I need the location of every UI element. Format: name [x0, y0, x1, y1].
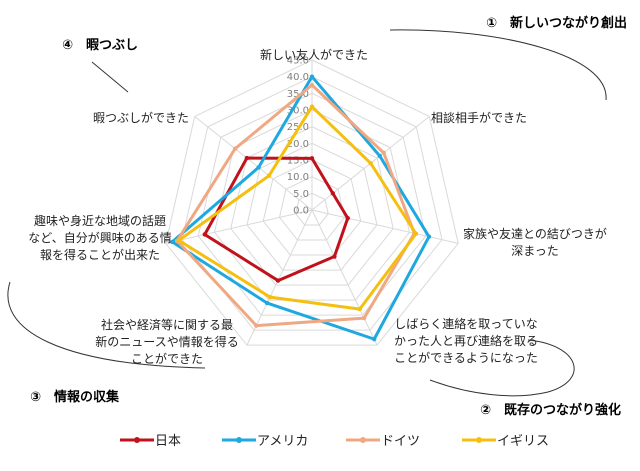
axis-label: 社会や経済等に関する最新のニュースや情報を得ることができた	[95, 317, 238, 366]
series-point	[309, 82, 315, 88]
series-point	[368, 161, 373, 166]
series-point	[264, 300, 270, 306]
tick-label: 10.0	[287, 172, 309, 183]
grid-spoke	[165, 209, 313, 244]
axis-label: しばらく連絡を取っていなかった人と再び連絡を取ることができるようになった	[394, 316, 538, 365]
series-point	[309, 74, 315, 79]
series-point	[357, 306, 362, 312]
axis-label: 暇つぶしができた	[93, 110, 189, 125]
axis-labels: 新しい友人ができた相談相手ができた家族や友達との結びつきが深まったしばらく連絡を…	[28, 47, 607, 366]
series-point	[275, 278, 281, 283]
series-line	[177, 105, 418, 311]
legend-label: アメリカ	[257, 434, 308, 449]
annotation-information-gathering: ③ 情報の収集	[30, 389, 120, 405]
legend-label: 日本	[155, 434, 181, 449]
tick-label: 35.0	[287, 89, 309, 100]
series-point	[267, 294, 273, 300]
annotation-new-connections: ① 新しいつながり創出	[486, 15, 627, 31]
series-line	[203, 156, 350, 283]
legend-item: アメリカ	[222, 434, 308, 449]
grid-spoke	[311, 209, 378, 346]
axis-label: 家族や友達との結びつきが深まった	[463, 226, 607, 258]
series-lines	[170, 74, 432, 342]
series-point	[170, 239, 175, 245]
series-4	[176, 104, 419, 312]
series-point	[377, 153, 382, 159]
annotation-strengthen-connections: ② 既存のつながり強化	[480, 402, 621, 418]
series-1	[202, 155, 350, 283]
grid-spoke	[246, 209, 313, 346]
group-arc-bottom-left	[7, 281, 206, 369]
series-point	[309, 104, 315, 109]
legend-label: ドイツ	[381, 434, 420, 449]
series-point	[254, 323, 259, 328]
legend-marker	[476, 437, 482, 443]
series-point	[345, 215, 350, 221]
group-arc-top-right	[389, 29, 607, 101]
tick-label: 40.0	[287, 72, 309, 83]
grid-spoke	[311, 209, 459, 244]
grid-ring	[278, 176, 346, 241]
tick-label: 45.0	[287, 56, 309, 67]
series-point	[176, 238, 181, 243]
series-point	[361, 315, 367, 321]
group-arc-bottom-right	[429, 339, 575, 397]
series-point	[309, 156, 315, 161]
series-point	[256, 165, 261, 170]
axis-label: 趣味や身近な地域の話題など、自分が興味のある情報を得ることが出来た	[28, 213, 171, 262]
grid-ring	[230, 126, 394, 286]
legend-label: イギリス	[497, 434, 549, 449]
legend-marker	[134, 437, 140, 443]
series-point	[266, 173, 272, 178]
tick-label: 30.0	[287, 106, 309, 117]
series-point	[332, 254, 337, 259]
legend-marker	[236, 437, 242, 443]
series-line	[175, 83, 416, 328]
grid-ring	[165, 59, 459, 346]
tick-label: 15.0	[287, 156, 309, 167]
legend-marker	[360, 437, 366, 443]
axis-label: 相談相手ができた	[431, 110, 527, 125]
group-line-top-left	[91, 61, 129, 93]
series-point	[413, 231, 419, 236]
legend-item: 日本	[120, 434, 181, 449]
tick-label: 0.0	[293, 206, 309, 217]
series-point	[426, 234, 432, 239]
grid-ring	[181, 76, 443, 331]
tick-label: 20.0	[287, 139, 309, 150]
legend: 日本 アメリカ ドイツ イギリス	[120, 434, 549, 449]
series-point	[371, 336, 377, 342]
axis-label: 新しい友人ができた	[260, 47, 368, 62]
grid-spoke	[194, 116, 313, 211]
annotation-kill-time: ④ 暇つぶし	[62, 38, 138, 53]
legend-item: ドイツ	[346, 434, 420, 449]
series-point	[232, 146, 238, 151]
series-point	[330, 191, 336, 196]
series-point	[202, 232, 207, 237]
tick-label: 5.0	[293, 189, 309, 200]
grid-ring	[213, 109, 411, 301]
grid-ring	[295, 192, 329, 226]
grid-ring	[262, 159, 362, 256]
grid-ring	[197, 92, 427, 316]
series-point	[244, 155, 250, 161]
legend-item: イギリス	[462, 434, 549, 449]
series-point	[381, 150, 386, 156]
grid-ring	[246, 142, 378, 271]
